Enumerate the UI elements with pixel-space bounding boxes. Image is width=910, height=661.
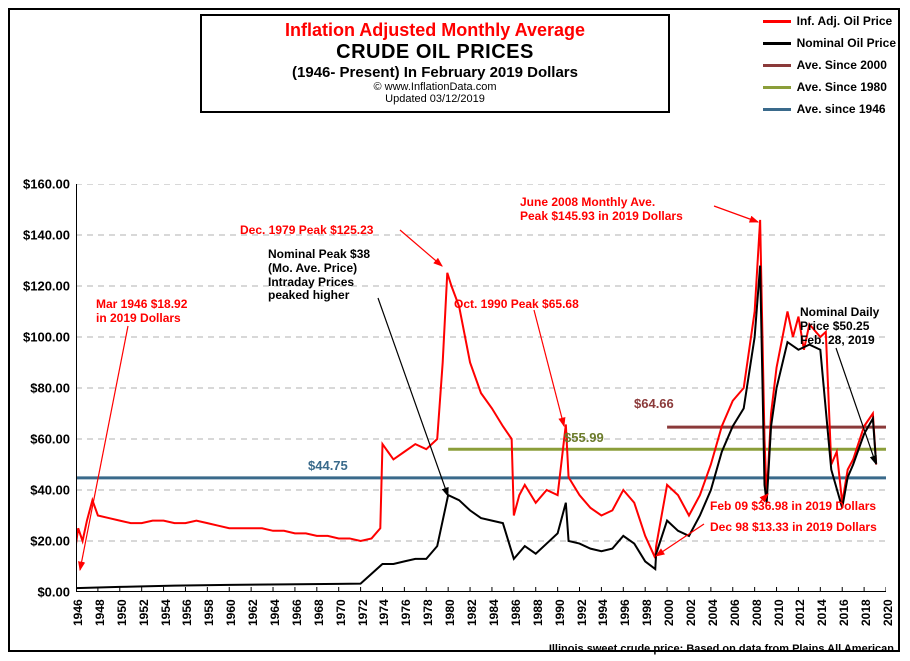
x-axis-tick-label: 2008	[750, 599, 764, 626]
legend-swatch	[763, 108, 791, 111]
x-axis-tick-label: 1996	[618, 599, 632, 626]
x-axis-tick-label: 2018	[859, 599, 873, 626]
x-axis-tick-label: 1988	[531, 599, 545, 626]
y-axis-tick-label: $0.00	[10, 585, 70, 600]
title-line3: (1946- Present) In February 2019 Dollars	[208, 64, 662, 81]
x-axis-tick-label: 2002	[684, 599, 698, 626]
x-axis-tick-label: 1956	[180, 599, 194, 626]
title-line5: Updated 03/12/2019	[208, 93, 662, 105]
x-axis-tick-label: 1964	[268, 599, 282, 626]
x-axis-tick-label: 2014	[815, 599, 829, 626]
x-axis-tick-label: 1970	[334, 599, 348, 626]
x-axis-tick-label: 1978	[421, 599, 435, 626]
chart-annotation: Oct. 1990 Peak $65.68	[454, 298, 579, 312]
chart-annotation: Dec 98 $13.33 in 2019 Dollars	[710, 521, 877, 535]
x-axis-tick-label: 1962	[246, 599, 260, 626]
legend-label: Ave. Since 1980	[797, 80, 887, 94]
title-line4: © www.InflationData.com	[208, 81, 662, 93]
chart-annotation: Nominal DailyPrice $50.25Feb. 28, 2019	[800, 306, 879, 347]
x-axis-tick-label: 1972	[356, 599, 370, 626]
x-axis-tick-label: 1966	[290, 599, 304, 626]
x-axis-tick-label: 2000	[662, 599, 676, 626]
chart-annotation: Nominal Peak $38(Mo. Ave. Price)Intraday…	[268, 248, 370, 303]
chart-annotation: Mar 1946 $18.92in 2019 Dollars	[96, 298, 187, 326]
x-axis-tick-label: 1982	[465, 599, 479, 626]
y-axis-tick-label: $160.00	[10, 177, 70, 192]
x-axis-tick-label: 1994	[596, 599, 610, 626]
title-line2: CRUDE OIL PRICES	[208, 41, 662, 64]
x-axis-tick-label: 1984	[487, 599, 501, 626]
x-axis-tick-label: 1948	[93, 599, 107, 626]
x-axis-tick-label: 2004	[706, 599, 720, 626]
x-axis-tick-label: 1954	[159, 599, 173, 626]
y-axis-tick-label: $20.00	[10, 534, 70, 549]
y-axis-tick-label: $40.00	[10, 483, 70, 498]
x-axis-tick-label: 1976	[399, 599, 413, 626]
x-axis-tick-label: 2016	[837, 599, 851, 626]
x-axis-tick-label: 1992	[575, 599, 589, 626]
chart-annotation: June 2008 Monthly Ave.Peak $145.93 in 20…	[520, 196, 683, 224]
y-axis-tick-label: $100.00	[10, 330, 70, 345]
legend-label: Nominal Oil Price	[797, 36, 896, 50]
legend-item: Ave. Since 2000	[763, 58, 896, 72]
x-axis-tick-label: 1998	[640, 599, 654, 626]
chart-annotation: Feb 09 $36.98 in 2019 Dollars	[710, 500, 876, 514]
x-axis-tick-label: 1960	[224, 599, 238, 626]
x-axis-tick-label: 2012	[793, 599, 807, 626]
x-axis-tick-label: 1958	[202, 599, 216, 626]
x-axis-tick-label: 2006	[728, 599, 742, 626]
x-axis-tick-label: 2020	[881, 599, 895, 626]
legend-label: Ave. since 1946	[797, 102, 886, 116]
legend-label: Ave. Since 2000	[797, 58, 887, 72]
x-axis-tick-label: 1990	[553, 599, 567, 626]
x-axis-tick-label: 1950	[115, 599, 129, 626]
y-axis-tick-label: $60.00	[10, 432, 70, 447]
avg-line-label: $64.66	[634, 396, 674, 411]
x-axis-tick-label: 1974	[377, 599, 391, 626]
legend-swatch	[763, 64, 791, 67]
legend-swatch	[763, 20, 791, 23]
title-box: Inflation Adjusted Monthly Average CRUDE…	[200, 14, 670, 113]
x-axis-tick-label: 1946	[71, 599, 85, 626]
legend-item: Nominal Oil Price	[763, 36, 896, 50]
legend-label: Inf. Adj. Oil Price	[797, 14, 893, 28]
avg-line-label: $44.75	[308, 458, 348, 473]
x-axis-tick-label: 1980	[443, 599, 457, 626]
legend-item: Ave. Since 1980	[763, 80, 896, 94]
x-axis-tick-label: 2010	[772, 599, 786, 626]
y-axis-tick-label: $80.00	[10, 381, 70, 396]
title-line1: Inflation Adjusted Monthly Average	[208, 20, 662, 41]
legend: Inf. Adj. Oil Price Nominal Oil Price Ave.…	[763, 14, 896, 124]
chart-annotation: Dec. 1979 Peak $125.23	[240, 224, 373, 238]
x-axis-tick-label: 1986	[509, 599, 523, 626]
footer-source: Illinois sweet crude price: Based on dat…	[549, 643, 894, 655]
legend-swatch	[763, 86, 791, 89]
y-axis-tick-label: $140.00	[10, 228, 70, 243]
legend-item: Inf. Adj. Oil Price	[763, 14, 896, 28]
y-axis-tick-label: $120.00	[10, 279, 70, 294]
avg-line-label: $55.99	[564, 430, 604, 445]
x-axis-tick-label: 1952	[137, 599, 151, 626]
x-axis-tick-label: 1968	[312, 599, 326, 626]
legend-item: Ave. since 1946	[763, 102, 896, 116]
legend-swatch	[763, 42, 791, 45]
